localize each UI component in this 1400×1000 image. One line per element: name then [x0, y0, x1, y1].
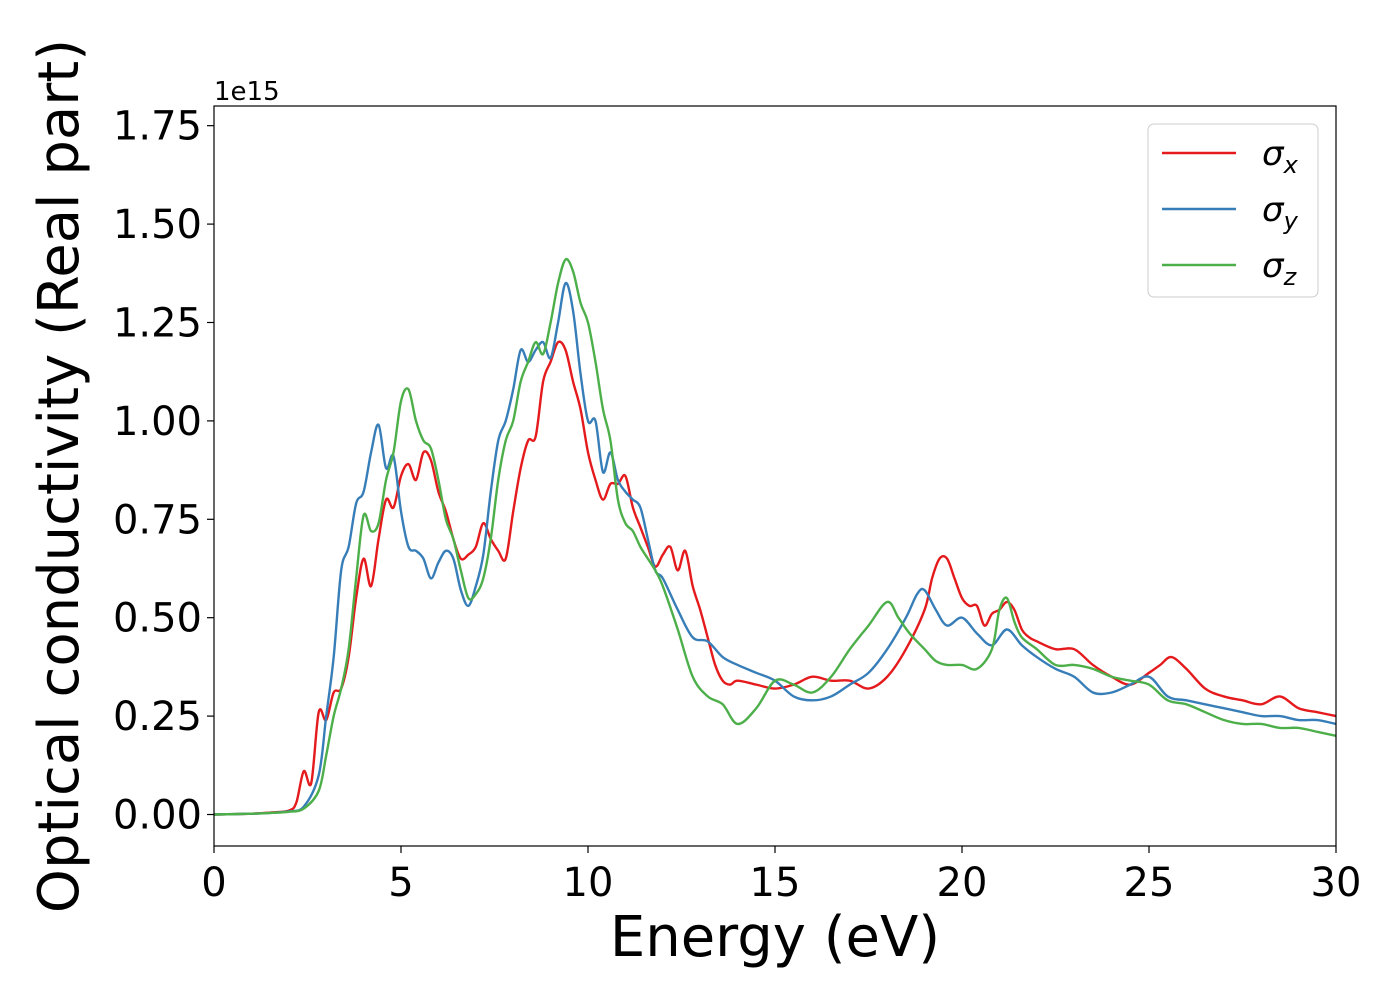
y-tick-label: 0.25	[113, 694, 202, 740]
y-tick-label: 0.50	[113, 596, 202, 642]
x-tick-label: 20	[937, 860, 988, 906]
x-tick-label: 5	[388, 860, 413, 906]
legend-box	[1147, 123, 1319, 298]
x-tick-label: 10	[563, 860, 614, 906]
x-axis-label: Energy (eV)	[610, 905, 940, 970]
series-layer	[213, 257, 1337, 816]
y-tick-label: 1.25	[113, 300, 202, 346]
legend-label-x: σx	[1262, 134, 1299, 179]
y-axis-label: Optical conductivity (Real part)	[27, 39, 92, 913]
y-tick-label: 0.75	[113, 497, 202, 543]
x-tick-label: 30	[1311, 860, 1362, 906]
y-offset-label: 1e15	[214, 77, 280, 107]
y-tick-label: 1.50	[113, 202, 202, 248]
series-line-x	[213, 340, 1337, 816]
legend-label-y: σy	[1262, 190, 1299, 235]
x-tick-label: 15	[750, 860, 801, 906]
x-axis: 0 5 10 15 20 25 30	[201, 846, 1361, 906]
y-axis: 0.00 0.25 0.50 0.75 1.00 1.25 1.50 1.75	[113, 104, 214, 839]
legend: σx σy σz	[1147, 123, 1319, 298]
y-tick-label: 1.75	[113, 104, 202, 150]
x-tick-label: 25	[1124, 860, 1175, 906]
legend-label-z: σz	[1262, 246, 1298, 291]
y-tick-label: 0.00	[113, 793, 202, 839]
y-tick-label: 1.00	[113, 399, 202, 445]
series-line-z	[213, 257, 1337, 816]
x-tick-label: 0	[201, 860, 226, 906]
